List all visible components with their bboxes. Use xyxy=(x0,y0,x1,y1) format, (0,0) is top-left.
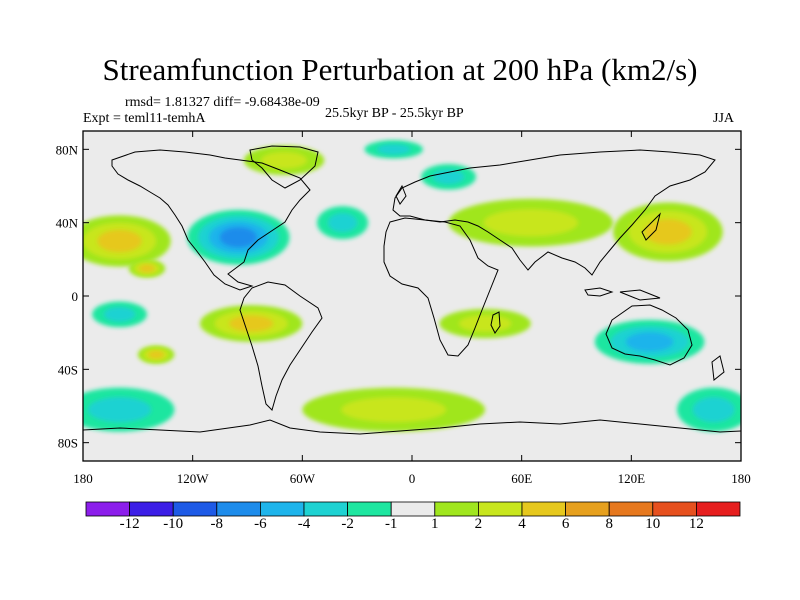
contour-band xyxy=(260,151,308,169)
colorbar-swatch xyxy=(565,501,610,517)
colorbar-swatch xyxy=(696,501,741,517)
anomaly-south-america-high xyxy=(199,305,303,342)
contour-band xyxy=(327,213,358,233)
colorbar-label: 10 xyxy=(645,516,661,532)
anomaly-west-pacific-high xyxy=(613,202,723,262)
contour-band xyxy=(432,169,465,185)
anomaly-arctic-low xyxy=(364,140,423,159)
lat-tick-label: 80N xyxy=(56,142,79,157)
lat-tick-label: 40N xyxy=(56,216,79,231)
lon-tick-label: 120E xyxy=(618,471,646,486)
contour-band xyxy=(219,227,257,248)
anomaly-southern-ocean-high xyxy=(302,387,486,432)
lon-tick-label: 180 xyxy=(731,471,751,486)
colorbar-swatch xyxy=(434,501,479,517)
experiment-label: Expt = teml11-temhA xyxy=(83,111,206,126)
coast-australia xyxy=(605,304,693,366)
colorbar xyxy=(85,501,741,517)
colorbar-swatch xyxy=(477,501,523,517)
contour-band xyxy=(644,219,692,245)
colorbar-label: -1 xyxy=(384,516,398,532)
anomaly-southern-indian-low xyxy=(677,387,741,432)
coast-indonesia xyxy=(584,287,661,301)
anomaly-australia-low xyxy=(594,319,705,364)
colorbar-label: -8 xyxy=(210,516,224,532)
contour-band xyxy=(483,208,579,237)
contour-band xyxy=(625,332,674,352)
anomaly-greenland-high xyxy=(243,145,325,175)
contour-band xyxy=(97,229,142,253)
colorbar-label: 8 xyxy=(605,516,613,532)
coastlines xyxy=(83,145,741,435)
colorbar-label: 2 xyxy=(474,516,483,532)
lon-tick-label: 60W xyxy=(290,471,316,486)
colorbar-label: -4 xyxy=(297,516,311,532)
anomaly-north-atlantic-low xyxy=(316,206,369,240)
colorbar-label: -12 xyxy=(119,516,140,532)
coast-british-isles xyxy=(395,184,407,205)
coast-antarctica xyxy=(83,419,741,435)
coast-japan xyxy=(641,212,661,241)
contour-band xyxy=(139,264,155,273)
colorbar-label: 12 xyxy=(688,516,704,532)
stats-label: rmsd= 1.81327 diff= -9.68438e-09 xyxy=(125,95,320,110)
coast-greenland xyxy=(249,145,319,189)
colorbar-swatch xyxy=(85,501,130,517)
colorbar-swatch xyxy=(216,501,261,517)
lat-tick-label: 80S xyxy=(58,436,78,451)
lon-tick-label: 60E xyxy=(511,471,532,486)
contour-band xyxy=(692,397,735,423)
coast-madagascar xyxy=(490,311,501,334)
contour-band xyxy=(376,144,411,155)
chart-title: Streamfunction Perturbation at 200 hPa (… xyxy=(102,52,698,87)
colorbar-label: 6 xyxy=(561,516,570,532)
lon-tick-label: 0 xyxy=(409,471,416,486)
anomaly-north-america-low xyxy=(187,209,290,265)
contour-fields xyxy=(83,140,741,432)
anomaly-south-pacific-low xyxy=(92,301,147,328)
axis-ticks: 80N 40N 0 40S 80S 180 120W 60W 0 60E 120E 180 xyxy=(56,131,751,486)
colorbar-swatch xyxy=(129,501,174,517)
coast-north-america xyxy=(111,149,311,291)
colorbar-label: -6 xyxy=(254,516,267,532)
contour-band xyxy=(341,397,447,423)
colorbar-label: -10 xyxy=(163,516,184,532)
colorbar-swatch xyxy=(390,501,436,517)
anomaly-scandinavia-low xyxy=(421,164,476,190)
colorbar-swatch xyxy=(652,501,697,517)
lat-tick-label: 0 xyxy=(72,289,79,304)
colorbar-swatch xyxy=(259,501,305,517)
colorbar-label: 4 xyxy=(518,516,526,532)
contour-band xyxy=(148,350,165,359)
period-label: 25.5kyr BP - 25.5kyr BP xyxy=(325,106,464,121)
colorbar-swatch xyxy=(303,501,348,517)
colorbar-swatch xyxy=(608,501,654,517)
coast-south-america xyxy=(239,281,323,411)
lon-tick-label: 180 xyxy=(73,471,93,486)
anomaly-north-pacific-high xyxy=(83,215,171,267)
colorbar-swatch xyxy=(521,501,566,517)
contour-band xyxy=(228,315,274,332)
coast-new-zealand xyxy=(711,355,725,381)
anomaly-southern-pacific-low xyxy=(83,387,175,432)
colorbar-label: -2 xyxy=(341,516,354,532)
contour-band xyxy=(458,315,512,332)
anomaly-south-pacific-small xyxy=(137,345,175,364)
anomaly-indian-ocean-high xyxy=(439,308,531,339)
coast-eurasia xyxy=(392,149,716,276)
colorbar-swatch xyxy=(347,501,392,517)
season-label: JJA xyxy=(713,111,735,126)
contour-band xyxy=(88,397,152,423)
anomaly-north-pacific-small xyxy=(128,259,166,278)
anomaly-asia-high xyxy=(448,198,614,247)
coast-africa xyxy=(383,217,499,357)
contour-band xyxy=(103,306,136,322)
colorbar-label: 1 xyxy=(431,516,439,532)
lon-tick-label: 120W xyxy=(177,471,210,486)
colorbar-swatch xyxy=(172,501,218,517)
lat-tick-label: 40S xyxy=(58,362,78,377)
